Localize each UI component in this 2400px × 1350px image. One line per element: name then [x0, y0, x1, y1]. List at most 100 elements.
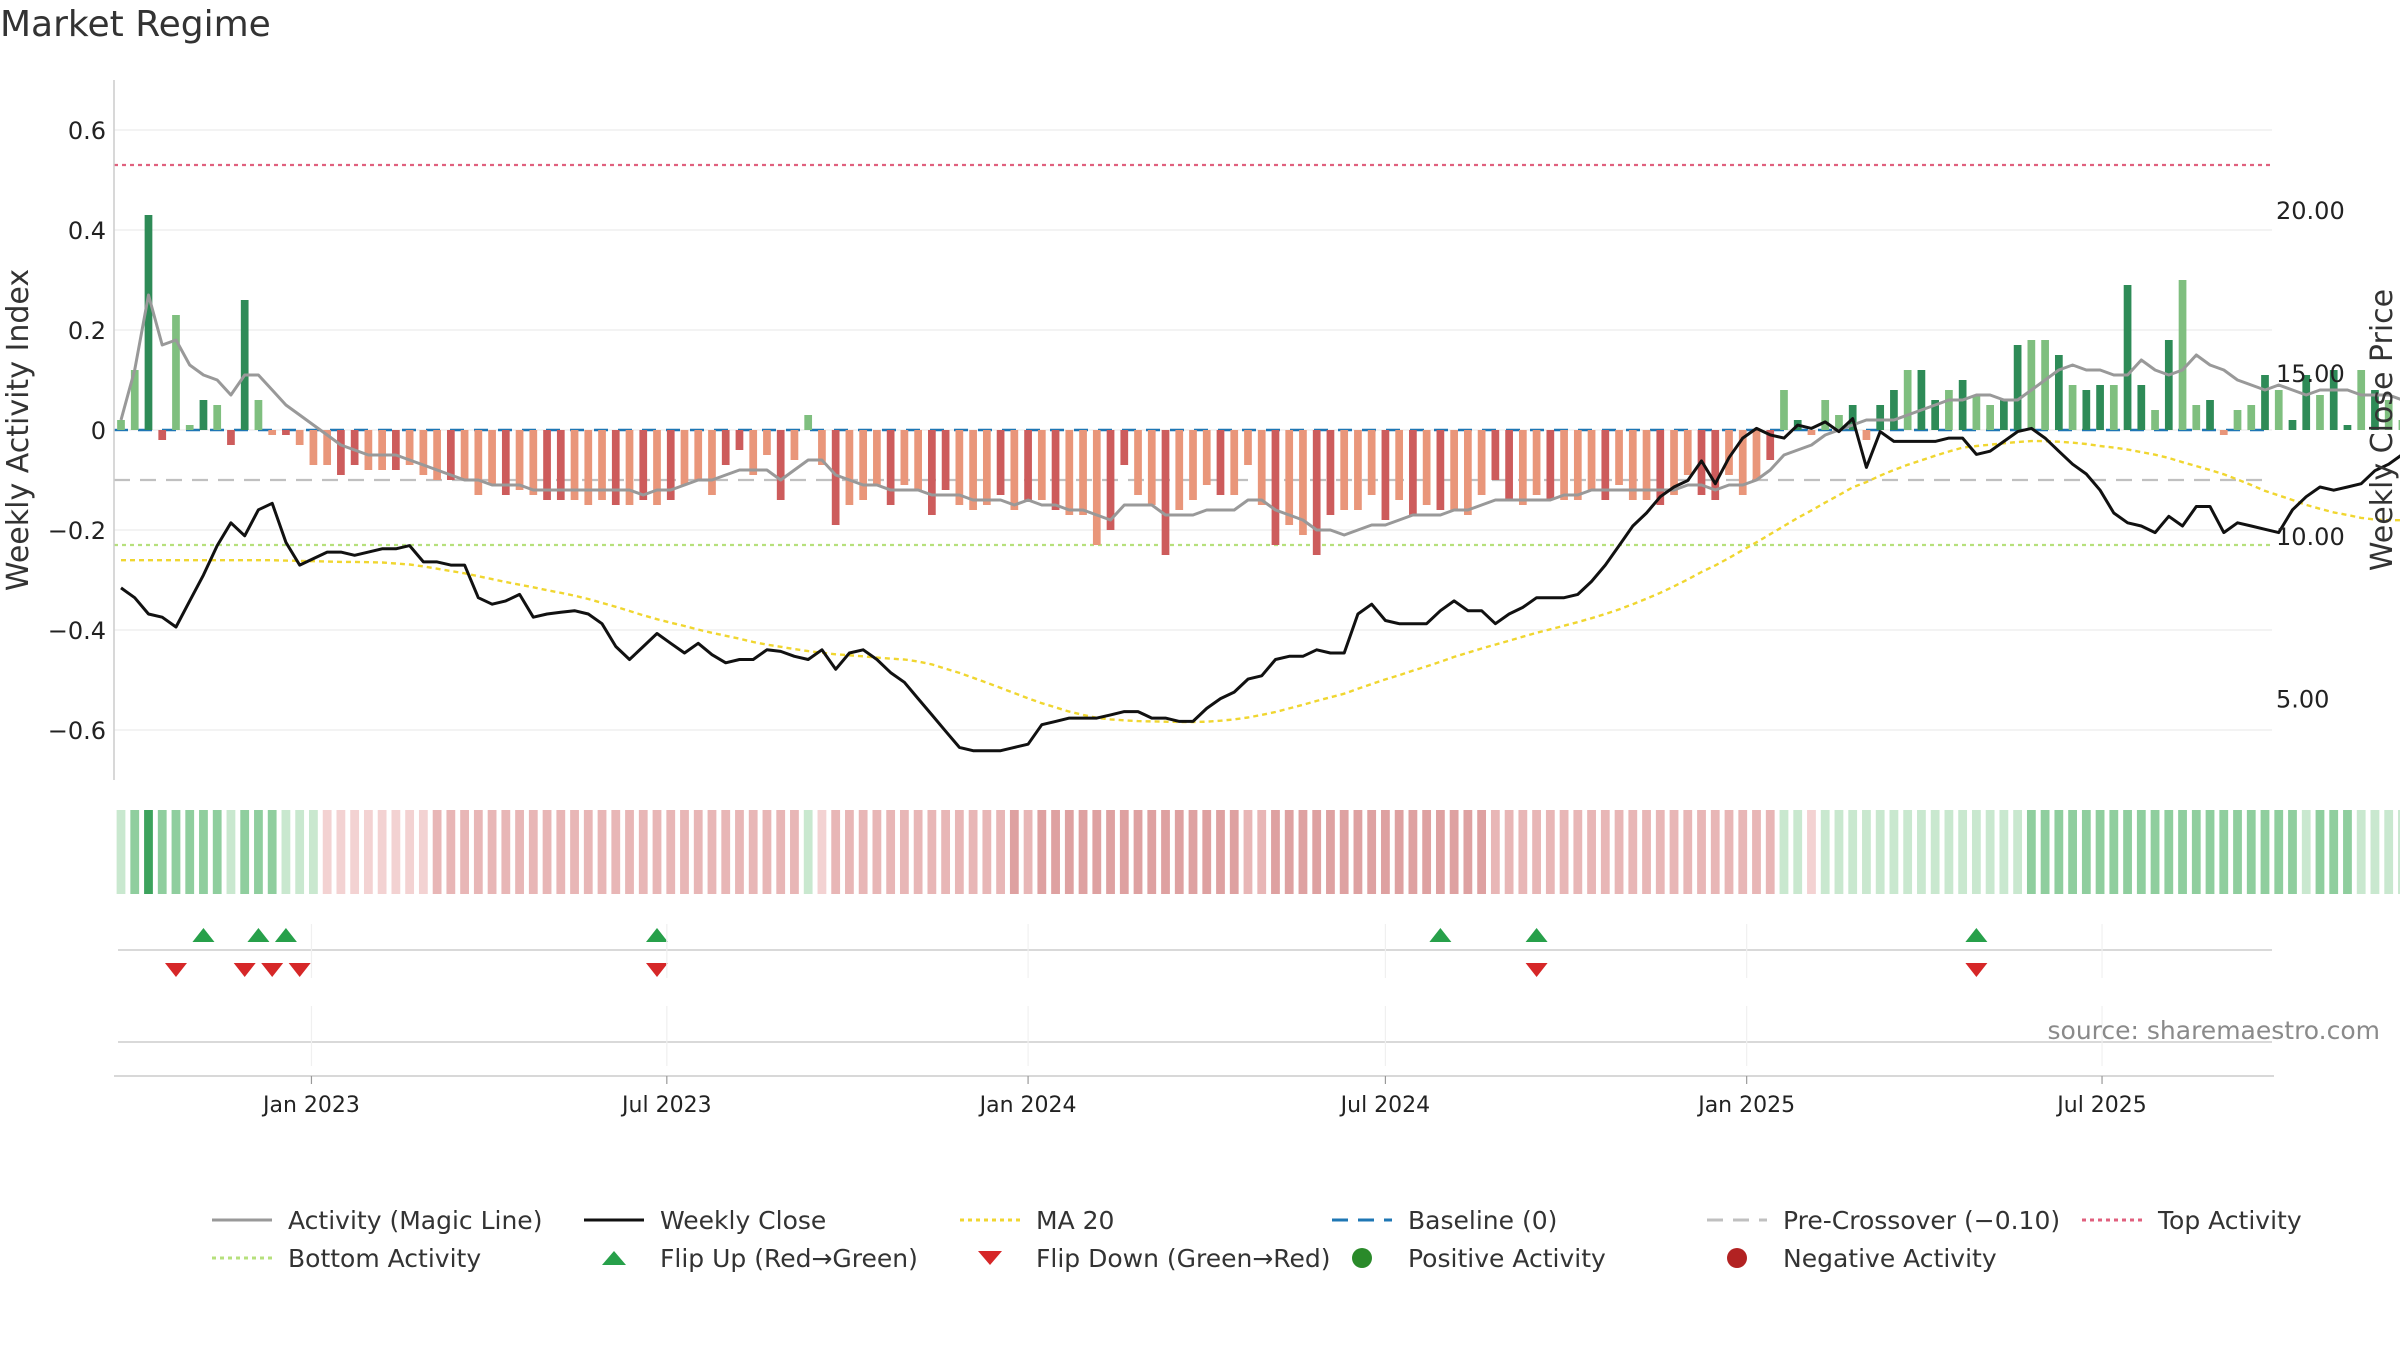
- regime-strip-cell: [473, 810, 483, 894]
- activity-bar: [639, 430, 648, 500]
- legend-item: Positive Activity: [1330, 1243, 1705, 1273]
- legend-label: Pre-Crossover (−0.10): [1783, 1205, 2061, 1235]
- activity-bar: [240, 300, 249, 430]
- regime-strip-cell: [638, 810, 648, 894]
- regime-strip-cell: [2288, 810, 2297, 894]
- activity-bar: [763, 430, 771, 455]
- regime-strip-cell: [185, 810, 195, 894]
- regime-strip-cell: [2205, 810, 2215, 894]
- regime-strip-cell: [1037, 810, 1047, 894]
- regime-strip-cell: [1559, 810, 1569, 894]
- activity-bar: [708, 430, 716, 495]
- regime-strip-cell: [350, 810, 360, 894]
- legend-swatch: [602, 1251, 626, 1265]
- regime-strip-cell: [295, 810, 305, 894]
- regime-strip-cell: [1985, 810, 1995, 894]
- legend-item: Flip Down (Green→Red): [958, 1243, 1331, 1273]
- regime-strip-cell: [1353, 810, 1363, 894]
- activity-bar: [2000, 400, 2008, 430]
- activity-bar: [873, 430, 881, 485]
- regime-strip-cell: [1326, 810, 1335, 894]
- regime-strip-cell: [1724, 810, 1734, 894]
- activity-bar: [2013, 345, 2022, 430]
- regime-strip-cell: [2150, 810, 2160, 894]
- activity-bar: [1147, 430, 1156, 505]
- flip-down-marker: [233, 963, 256, 977]
- activity-bar: [653, 430, 661, 505]
- activity-bar: [982, 430, 991, 505]
- activity-bar: [735, 430, 744, 450]
- gridlines: [114, 129, 2272, 731]
- regime-strip-cell: [1284, 810, 1294, 894]
- legend-label: Bottom Activity: [288, 1243, 482, 1273]
- regime-strip-cell: [2123, 810, 2132, 894]
- regime-strip-cell: [1229, 810, 1239, 894]
- activity-bar: [2274, 390, 2283, 430]
- y-left-tick-label: −0.4: [48, 617, 106, 645]
- activity-bar: [1381, 430, 1390, 520]
- activity-bar: [364, 430, 373, 470]
- x-tick-label: Jul 2024: [1339, 1093, 1431, 1118]
- activity-bar: [1422, 430, 1431, 505]
- regime-strip-cell: [1051, 810, 1060, 894]
- activity-bar: [2109, 385, 2118, 430]
- legend-label: Weekly Close: [660, 1205, 827, 1235]
- activity-bar: [1642, 430, 1651, 500]
- regime-strip-cell: [1710, 810, 1720, 894]
- activity-bar: [955, 430, 964, 505]
- activity-bar: [2371, 390, 2379, 430]
- activity-bar: [928, 430, 936, 515]
- activity-bar: [2219, 430, 2228, 435]
- flip-markers: [118, 928, 2272, 977]
- y-right-tick-label: 20.00: [2276, 197, 2345, 225]
- activity-bar: [323, 430, 332, 465]
- activity-bar: [1945, 390, 1953, 430]
- activity-bar: [158, 430, 167, 440]
- activity-bar: [2398, 420, 2400, 430]
- activity-bar: [694, 430, 703, 480]
- legend-swatch: [960, 1218, 1020, 1222]
- regime-strip-cell: [460, 810, 469, 894]
- activity-bar: [556, 430, 565, 500]
- activity-bar: [1271, 430, 1280, 545]
- regime-strip-cell: [528, 810, 538, 894]
- flip-up-marker: [1429, 928, 1452, 942]
- regime-strip-cell: [1078, 810, 1088, 894]
- regime-strip-cell: [1257, 810, 1267, 894]
- activity-bar: [1051, 430, 1060, 510]
- activity-bar: [1890, 390, 1898, 430]
- regime-strip-cell: [982, 810, 992, 894]
- legend-item: MA 20: [958, 1205, 1330, 1235]
- regime-strip-cell: [405, 810, 415, 894]
- regime-strip-cell: [542, 810, 552, 894]
- regime-strip-cell: [1628, 810, 1638, 894]
- regime-strip-cell: [790, 810, 799, 894]
- x-axis: Jan 2023 Jul 2023 Jan 2024 Jul 2024 Jan 2025…: [114, 924, 2274, 1118]
- regime-strip-cell: [2054, 810, 2064, 894]
- magic-line: [119, 293, 2400, 537]
- activity-bar: [295, 430, 304, 445]
- regime-strip-cell: [1532, 810, 1541, 894]
- activity-bar: [1766, 430, 1775, 460]
- x-tick-label: Jan 2023: [261, 1093, 360, 1118]
- regime-strip-cell: [157, 810, 167, 894]
- regime-strip-cell: [680, 810, 689, 894]
- activity-bar: [1202, 430, 1211, 485]
- regime-strip-cell: [1889, 810, 1899, 894]
- regime-strip-cell: [2095, 810, 2105, 894]
- regime-strip-cell: [913, 810, 923, 894]
- y-right-axis-label: Weekly Close Price: [2365, 289, 2400, 571]
- activity-bar: [1285, 430, 1294, 525]
- activity-bar: [172, 315, 180, 430]
- activity-bar: [1876, 405, 1885, 430]
- y-left-axis-label: Weekly Activity Index: [1, 269, 36, 591]
- regime-strip-cell: [1435, 810, 1445, 894]
- activity-bar: [2164, 340, 2173, 430]
- regime-strip-cell: [1216, 810, 1225, 894]
- regime-strip-cell: [1381, 810, 1390, 894]
- regime-strip-cell: [1449, 810, 1459, 894]
- regime-strip-cell: [2164, 810, 2174, 894]
- activity-bar: [2178, 280, 2187, 430]
- activity-bar: [886, 430, 895, 505]
